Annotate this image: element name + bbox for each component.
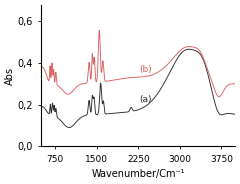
X-axis label: Wavenumber/Cm⁻¹: Wavenumber/Cm⁻¹ xyxy=(91,169,185,179)
Text: (b): (b) xyxy=(139,66,152,75)
Text: (a): (a) xyxy=(139,95,152,104)
Y-axis label: Abs: Abs xyxy=(5,67,15,85)
